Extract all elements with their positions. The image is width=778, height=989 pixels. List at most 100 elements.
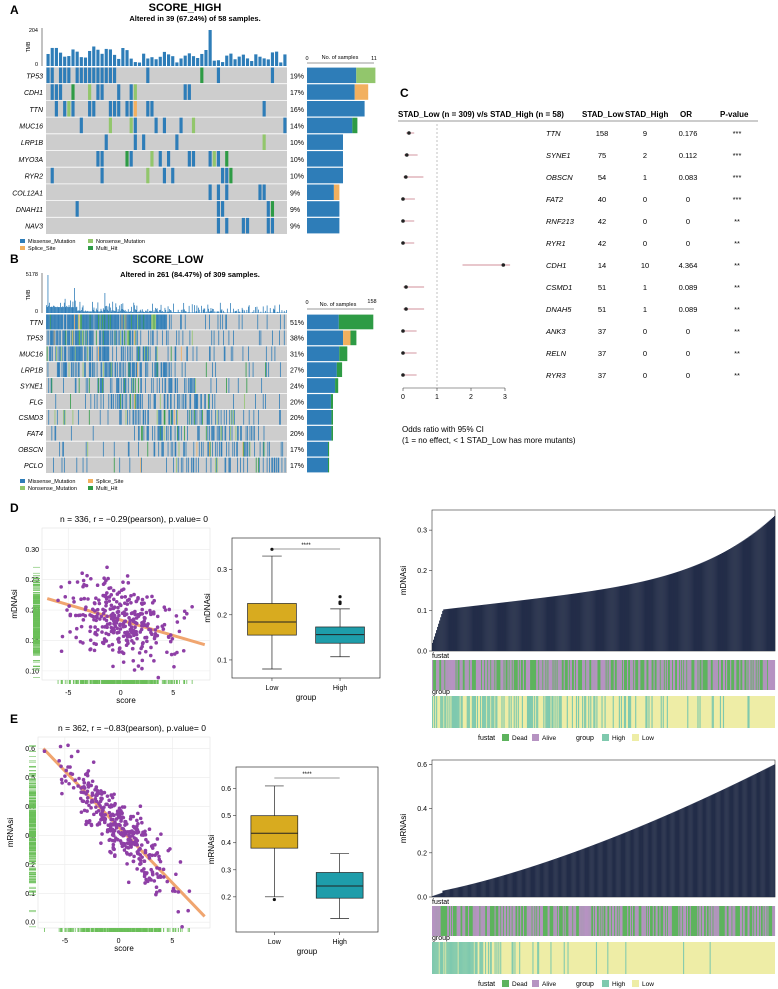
mutation-cell [207,425,209,441]
mutation-cell [205,362,207,378]
mutation-cell [103,330,105,346]
sample-bar [661,817,663,897]
group-cell [474,696,476,728]
mutation-cell [245,217,250,234]
tmb-label-low: TMB [26,289,32,300]
sample-bar [559,595,561,651]
data-point [141,830,145,835]
mutation-cell [282,441,284,457]
fustat-cell [602,660,604,690]
data-point [131,859,136,864]
data-point [115,837,120,842]
mutation-cell [220,425,222,441]
forest-p-RELN: ** [734,349,740,358]
mutation-cell [55,425,57,441]
side-bar-axis-label-high: No. of samples [322,55,359,61]
mutation-cell [237,425,238,441]
fustat-cell [482,906,484,936]
fustat-cell [602,906,604,936]
side-bar-axis-label-low: No. of samples [320,302,357,308]
mutation-cell [128,346,130,362]
sample-bar [757,529,759,651]
mutation-cell [100,362,102,378]
mutation-cell [100,330,102,346]
mutation-cell [270,201,275,217]
fustat-cell [713,906,715,936]
sample-bar [649,579,651,651]
sample-bar [522,600,525,651]
sample-bar [632,829,634,897]
mutation-cell [108,362,110,378]
sample-bar [519,870,521,897]
mutation-cell [145,409,146,425]
sample-bar [559,857,562,897]
sample-bar [433,895,435,897]
sample-bar [726,550,728,651]
sample-bar [695,565,697,651]
mutation-cell [113,330,115,346]
gene-percent-TTN: 51% [290,320,304,327]
mutation-cell [274,346,276,362]
sample-bar [582,592,584,651]
mutation-cell [49,330,51,346]
data-point [109,850,113,855]
mutation-cell [162,425,163,441]
sample-bar [740,780,742,897]
mutation-cell [103,314,105,330]
mutation-cell [169,314,171,330]
box-Low [247,603,297,636]
sample-bar [549,596,551,651]
legend-label-alive: Alive [542,735,556,742]
gene-percent-CDH1: 17% [290,90,304,97]
sample-bar [696,564,698,651]
fustat-cell [492,660,494,690]
fustat-cell [595,660,597,690]
mutation-cell [106,346,107,362]
gene-label-TTN: TTN [29,107,44,114]
sample-bar [602,589,604,651]
mutation-cell [102,346,104,362]
fustat-cell [630,906,632,936]
data-point [81,578,86,583]
data-point [125,635,130,639]
fustat-cell [598,906,600,936]
tmb-bar [266,59,270,66]
mutation-cell [65,314,67,330]
group-cell [548,696,550,728]
mutation-cell [46,314,48,330]
fustat-cell [448,906,450,936]
fustat-cell [685,660,687,690]
sample-bar [548,860,550,897]
mutation-cell [170,314,172,330]
sample-bar [475,605,478,651]
mutation-cell [63,330,65,346]
tmb-bar [216,311,218,313]
mutation-cell [146,100,150,117]
sample-bar [718,554,721,651]
sample-bar [547,597,549,651]
group-cell [510,696,512,728]
tmb-bar [192,312,194,313]
sample-bar [589,846,591,897]
fustat-cell [432,906,434,936]
fustat-cell [453,660,455,690]
sample-bar [485,604,487,651]
mutation-cell [89,314,91,330]
y-axis-label: mDNAsi [10,589,19,619]
mutation-cell [80,330,82,346]
group-cell [560,696,562,728]
data-point [135,867,139,871]
mutation-cell [119,409,121,425]
sample-bar [670,813,672,897]
data-point [137,651,142,655]
data-point [124,607,128,612]
sample-bar [660,817,662,897]
group-cell [747,696,749,728]
y-tick-label: 0.6 [25,746,35,753]
sample-bar [462,886,464,897]
tmb-tick-max-low: 5178 [26,272,38,278]
fustat-cell [529,906,531,936]
data-point [83,772,88,777]
y-tick-label: 0.2 [417,850,427,857]
mutation-cell [53,314,55,330]
